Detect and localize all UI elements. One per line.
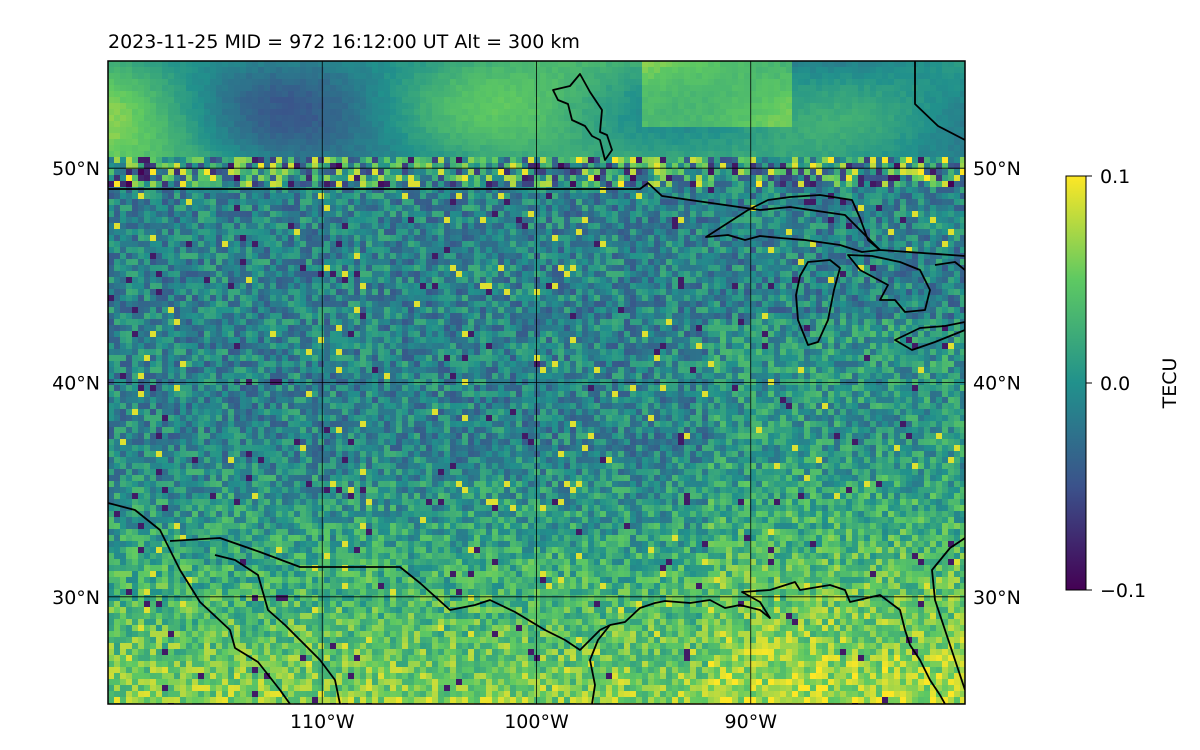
colorbar-tick-label: 0.1 — [1100, 166, 1130, 188]
colorbar-label: TECU — [1159, 358, 1181, 410]
tec-field-raster — [108, 61, 967, 710]
plot-title: 2023-11-25 MID = 972 16:12:00 UT Alt = 3… — [108, 31, 580, 53]
colorbar-tick-label: −0.1 — [1100, 580, 1146, 602]
lat-tick-label-right: 40°N — [973, 373, 1021, 395]
colorbar-gradient — [1066, 176, 1086, 590]
lon-tick-label: 110°W — [290, 711, 355, 733]
lon-tick-label: 90°W — [725, 711, 778, 733]
lat-tick-label-left: 50°N — [52, 158, 100, 180]
lon-tick-label: 100°W — [504, 711, 569, 733]
map-area — [108, 61, 967, 710]
lat-tick-label-left: 30°N — [52, 587, 100, 609]
lat-tick-label-left: 40°N — [52, 373, 100, 395]
colorbar: 0.1 0.0 −0.1 TECU — [1066, 166, 1181, 602]
lat-tick-label-right: 30°N — [973, 587, 1021, 609]
colorbar-tick-label: 0.0 — [1100, 373, 1130, 395]
colorbar-ticks: 0.1 0.0 −0.1 — [1086, 166, 1146, 602]
lat-tick-label-right: 50°N — [973, 158, 1021, 180]
